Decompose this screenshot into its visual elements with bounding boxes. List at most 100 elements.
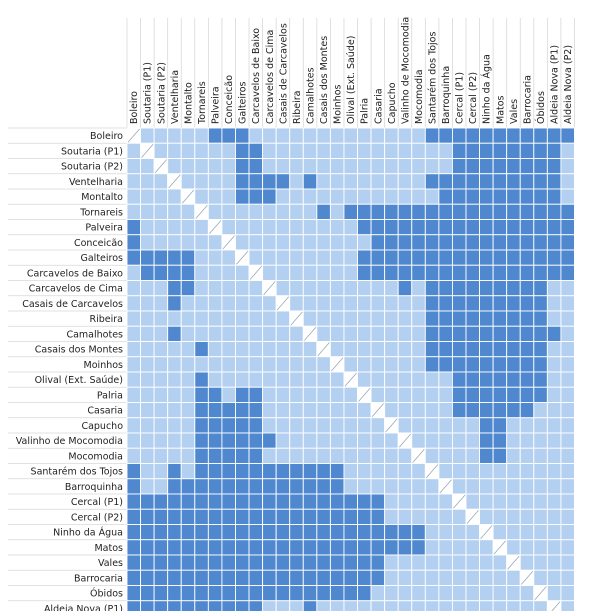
matrix-cell bbox=[438, 493, 453, 510]
matrix-cell bbox=[167, 264, 182, 281]
row-label: Soutaria (P2) bbox=[61, 162, 123, 173]
row-label: Capucho bbox=[81, 421, 123, 432]
matrix-cell bbox=[533, 295, 548, 312]
matrix-cell bbox=[194, 127, 209, 144]
matrix-cell bbox=[262, 142, 277, 159]
matrix-cell bbox=[397, 554, 413, 571]
matrix-cell bbox=[289, 463, 304, 480]
matrix-cell bbox=[221, 295, 236, 312]
row-label: Tornareis bbox=[79, 207, 123, 218]
matrix-cell bbox=[479, 188, 494, 205]
matrix-cell bbox=[316, 295, 331, 312]
matrix-cell bbox=[235, 158, 250, 175]
matrix-cell bbox=[140, 203, 155, 220]
matrix-cell bbox=[207, 203, 223, 220]
matrix-cell bbox=[289, 554, 304, 571]
matrix-cell bbox=[533, 325, 548, 342]
matrix-cell bbox=[492, 478, 508, 495]
matrix-cell bbox=[438, 585, 453, 602]
matrix-cell bbox=[248, 203, 264, 220]
matrix-cell bbox=[438, 280, 453, 297]
matrix-cell bbox=[438, 417, 453, 434]
matrix-cell bbox=[140, 417, 155, 434]
matrix-cell bbox=[357, 142, 372, 159]
matrix-cell bbox=[275, 249, 291, 266]
matrix-cell bbox=[438, 554, 453, 571]
matrix-cell bbox=[329, 234, 345, 251]
matrix-cell bbox=[180, 356, 196, 373]
matrix-cell bbox=[302, 280, 318, 297]
matrix-cell bbox=[140, 295, 155, 312]
matrix-cell bbox=[329, 432, 345, 449]
column-label: Olival (Ext. Saúde) bbox=[346, 36, 357, 124]
matrix-cell bbox=[506, 264, 521, 281]
matrix-cell bbox=[248, 585, 264, 602]
matrix-cell bbox=[533, 508, 548, 525]
matrix-cell bbox=[167, 158, 182, 175]
matrix-cell bbox=[506, 417, 521, 434]
matrix-cell bbox=[207, 386, 223, 403]
diagonal-slash bbox=[439, 479, 452, 494]
matrix-cell bbox=[370, 219, 386, 236]
matrix-cell bbox=[519, 417, 535, 434]
matrix-cell bbox=[411, 585, 426, 602]
matrix-cell bbox=[180, 264, 196, 281]
matrix-cell bbox=[506, 203, 521, 220]
matrix-cell bbox=[221, 600, 236, 616]
matrix-cell bbox=[411, 188, 426, 205]
matrix-cell bbox=[560, 249, 575, 266]
matrix-cell bbox=[316, 127, 331, 144]
matrix-cell bbox=[316, 280, 331, 297]
matrix-cell bbox=[343, 493, 358, 510]
matrix-cell bbox=[357, 432, 372, 449]
matrix-cell bbox=[126, 356, 142, 373]
matrix-cell bbox=[506, 386, 521, 403]
matrix-cell bbox=[560, 402, 575, 419]
row-label: Matos bbox=[94, 543, 123, 554]
matrix-cell bbox=[207, 585, 223, 602]
matrix-cell bbox=[262, 295, 277, 312]
matrix-cell bbox=[275, 127, 291, 144]
matrix-cell bbox=[235, 356, 250, 373]
matrix-cell bbox=[465, 325, 481, 342]
matrix-cell bbox=[262, 600, 277, 616]
matrix-cell bbox=[465, 600, 481, 616]
matrix-cell bbox=[343, 524, 358, 541]
matrix-cell bbox=[289, 478, 304, 495]
matrix-cell bbox=[370, 417, 386, 434]
matrix-cell bbox=[451, 554, 467, 571]
matrix-cell bbox=[275, 219, 291, 236]
row-label: Casaria bbox=[87, 406, 123, 417]
matrix-cell bbox=[126, 569, 142, 586]
matrix-cell bbox=[180, 249, 196, 266]
diagonal-slash bbox=[331, 357, 344, 372]
matrix-cell bbox=[397, 264, 413, 281]
matrix-cell bbox=[302, 219, 318, 236]
matrix-cell bbox=[424, 234, 440, 251]
matrix-cell bbox=[492, 264, 508, 281]
column-label: Soutaria (P1) bbox=[143, 62, 154, 124]
matrix-cell bbox=[221, 386, 236, 403]
matrix-cell bbox=[126, 432, 142, 449]
matrix-cell bbox=[248, 173, 264, 190]
matrix-cell bbox=[167, 356, 182, 373]
matrix-cell bbox=[329, 264, 345, 281]
matrix-cell bbox=[302, 493, 318, 510]
matrix-cell bbox=[506, 524, 521, 541]
matrix-cell bbox=[167, 249, 182, 266]
matrix-cell bbox=[153, 127, 169, 144]
matrix-cell bbox=[384, 402, 399, 419]
matrix-cell bbox=[140, 554, 155, 571]
matrix-cell bbox=[492, 188, 508, 205]
matrix-cell bbox=[275, 478, 291, 495]
matrix-cell bbox=[140, 341, 155, 358]
matrix-cell bbox=[180, 158, 196, 175]
matrix-cell bbox=[438, 341, 453, 358]
matrix-cell bbox=[451, 249, 467, 266]
matrix-cell bbox=[465, 524, 481, 541]
matrix-cell bbox=[180, 341, 196, 358]
matrix-cell bbox=[397, 234, 413, 251]
matrix-cell bbox=[221, 585, 236, 602]
matrix-cell bbox=[221, 539, 236, 556]
matrix-cell bbox=[533, 158, 548, 175]
